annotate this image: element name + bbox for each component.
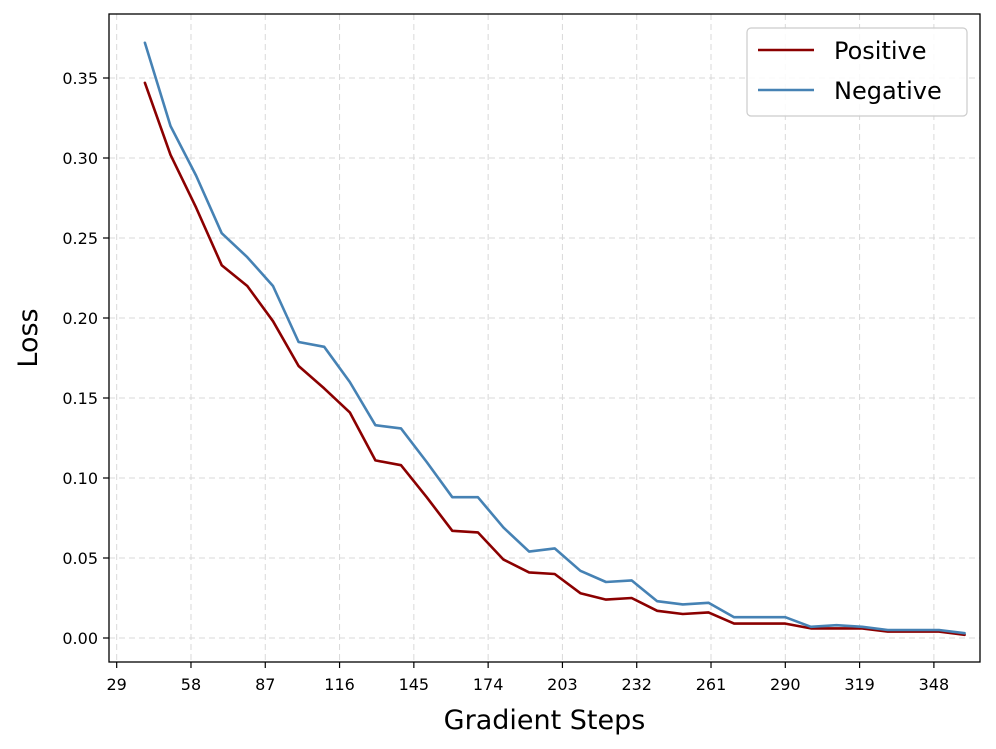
x-axis-title: Gradient Steps: [444, 705, 646, 736]
x-tick-label: 29: [107, 675, 127, 694]
plot-frame: [108, 13, 981, 663]
y-axis-title: Loss: [13, 308, 44, 367]
y-tick-label: 0.05: [62, 549, 98, 568]
x-tick-label: 58: [181, 675, 201, 694]
x-tick-label: 116: [324, 675, 355, 694]
legend-label-negative: Negative: [834, 77, 942, 105]
x-tick-label: 232: [621, 675, 652, 694]
x-tick-label: 319: [844, 675, 875, 694]
y-tick-label: 0.15: [62, 389, 98, 408]
x-tick-label: 145: [399, 675, 430, 694]
x-tick-label: 290: [770, 675, 801, 694]
y-axis: 0.00 0.05 0.10 0.15 0.20 0.25 0.30 0.35: [62, 69, 109, 648]
y-tick-label: 0.25: [62, 229, 98, 248]
series-line-positive: [143, 81, 966, 637]
series-lines: [143, 41, 966, 637]
series-line-negative: [143, 41, 966, 635]
x-tick-label: 87: [255, 675, 275, 694]
x-tick-label: 261: [696, 675, 727, 694]
x-axis: 29 58 87 116 145 174 203 232 261 290 319 348: [107, 662, 950, 694]
x-tick-label: 348: [919, 675, 950, 694]
legend: Positive Negative: [746, 27, 968, 117]
y-tick-label: 0.35: [62, 69, 98, 88]
y-tick-label: 0.20: [62, 309, 98, 328]
y-tick-label: 0.10: [62, 469, 98, 488]
x-tick-label: 174: [473, 675, 504, 694]
y-tick-label: 0.00: [62, 629, 98, 648]
y-tick-label: 0.30: [62, 149, 98, 168]
x-tick-label: 203: [547, 675, 578, 694]
legend-label-positive: Positive: [834, 37, 927, 65]
